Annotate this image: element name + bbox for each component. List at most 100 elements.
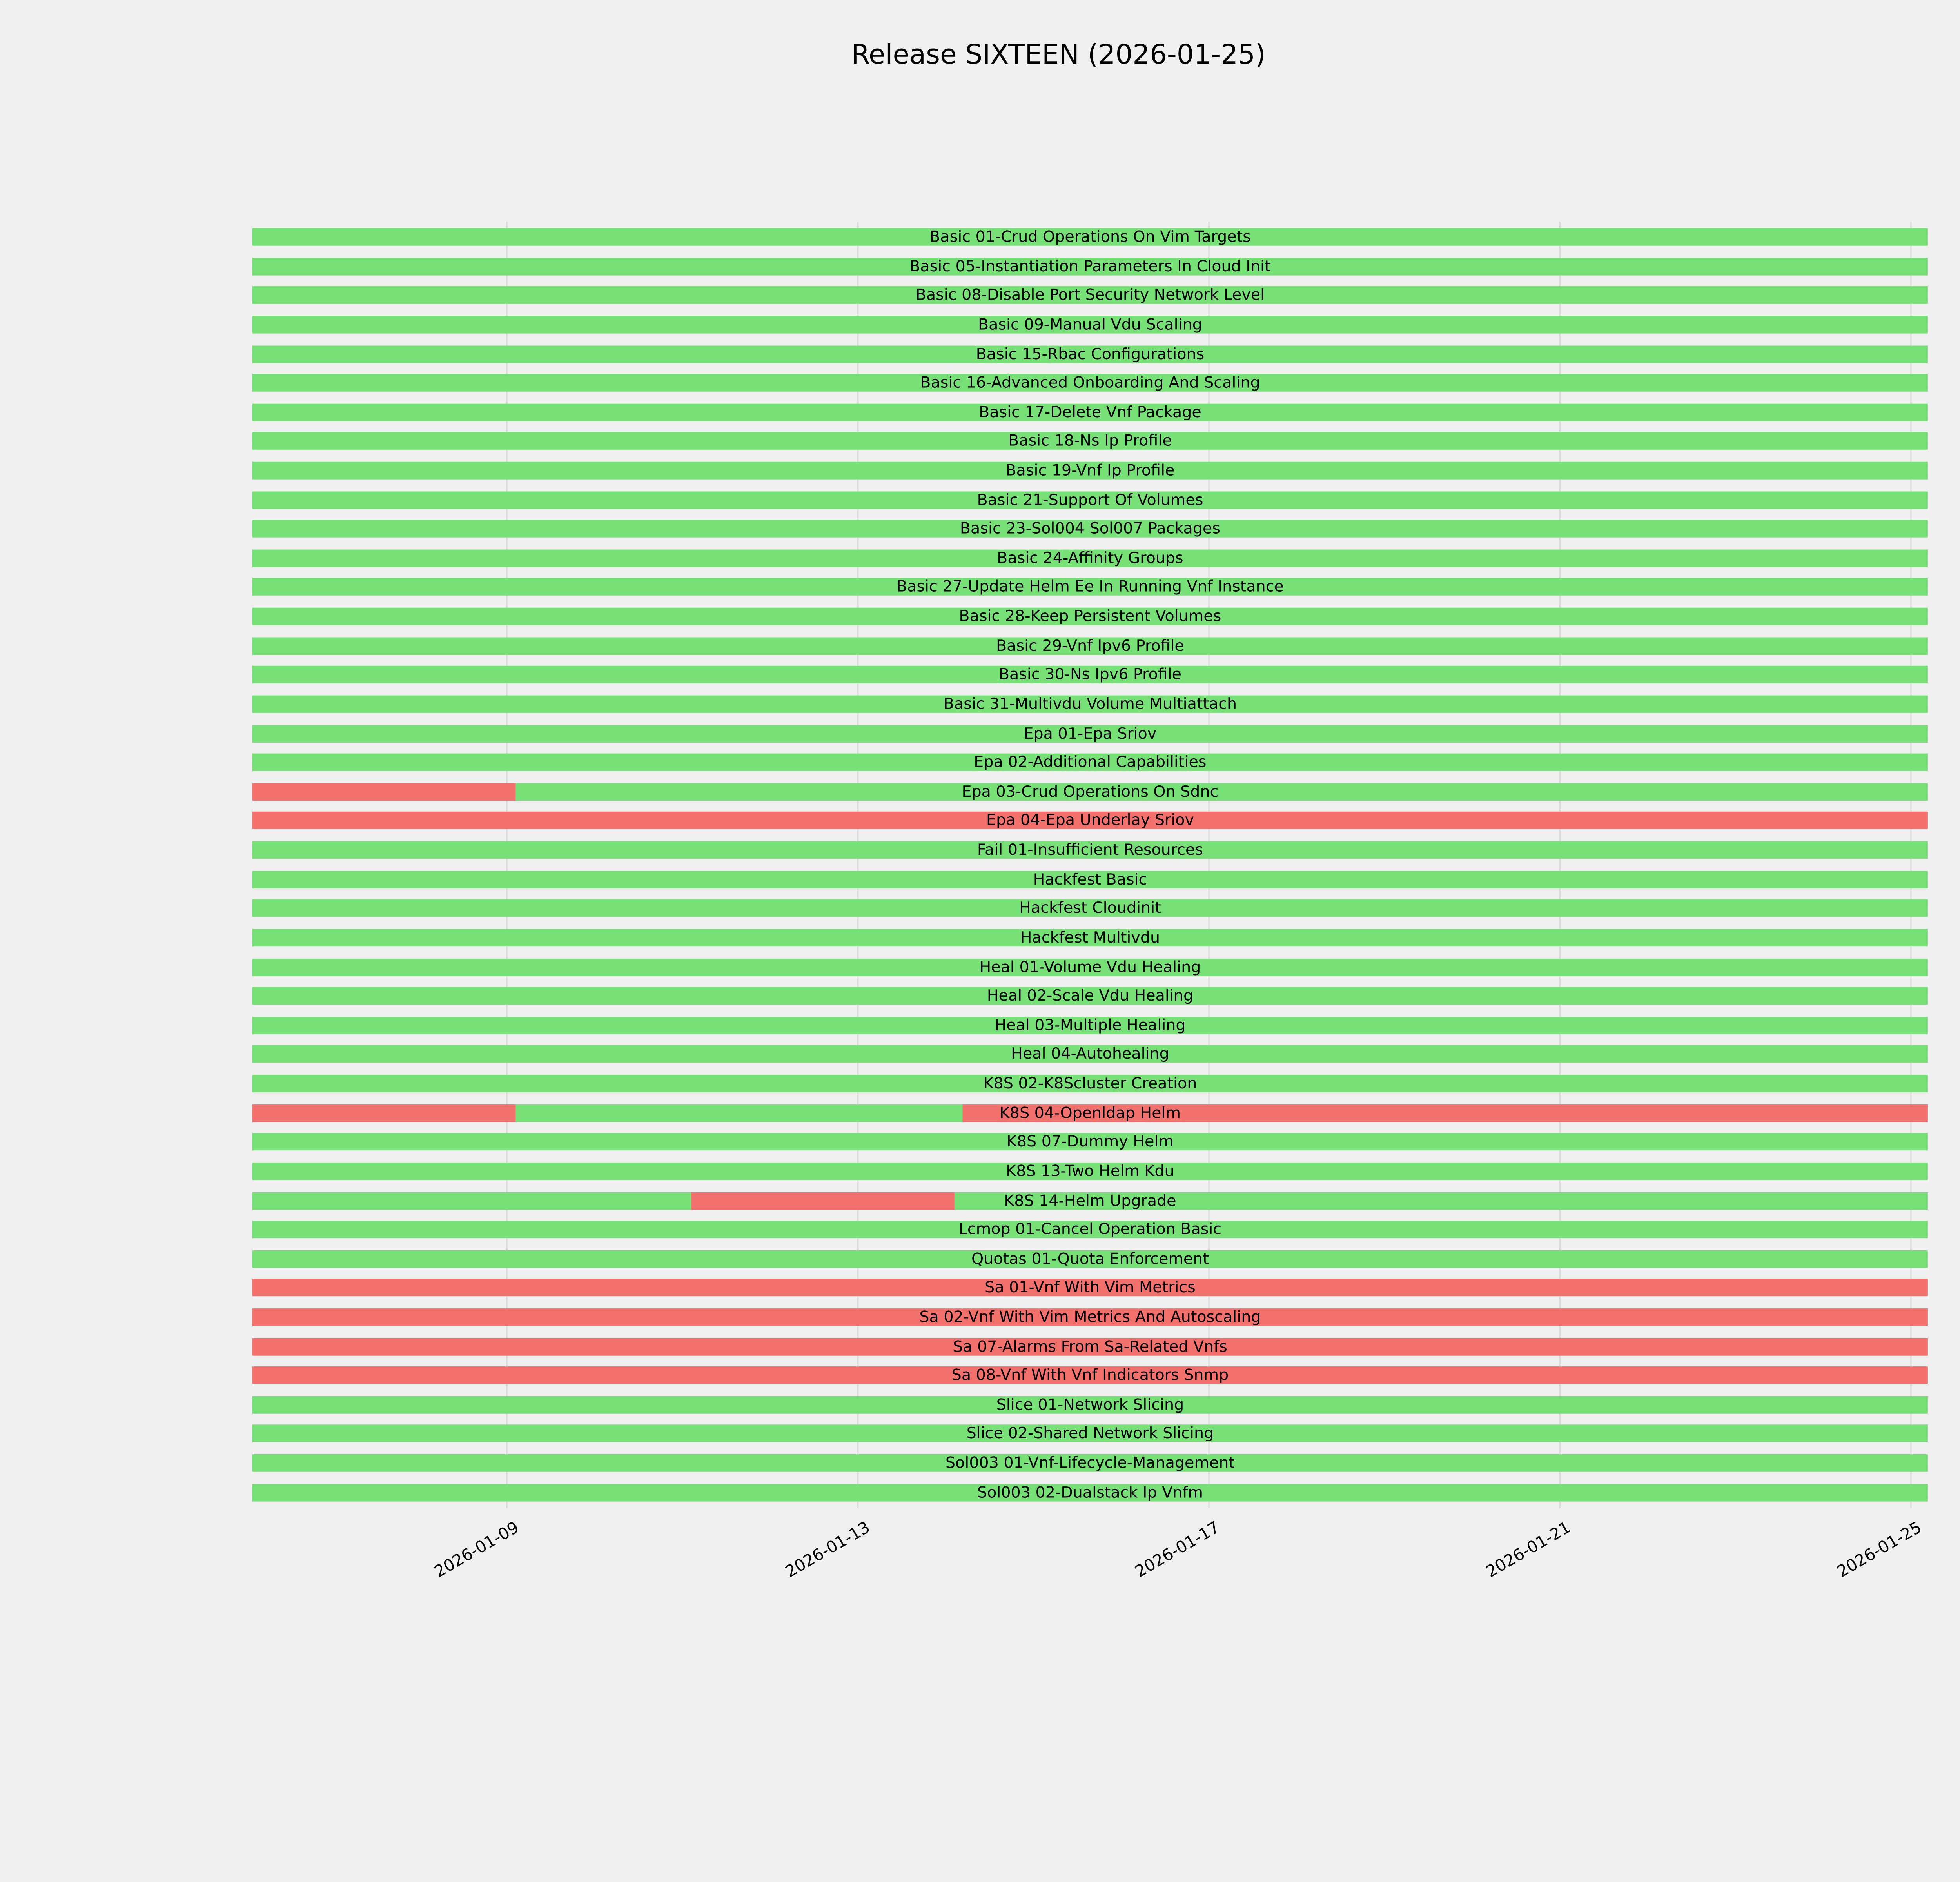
row-label: Sa 02-Vnf With Vim Metrics And Autoscali… (919, 1307, 1261, 1326)
row-label: Epa 02-Additional Capabilities (974, 752, 1207, 772)
gantt-bar-segment-pass (252, 520, 1928, 538)
gantt-bar-segment-pass (252, 1454, 1928, 1472)
gantt-bar-segment-fail (252, 812, 1928, 830)
gantt-bar-segment-fail (252, 1366, 1928, 1384)
gantt-bar-segment-pass (252, 987, 1928, 1005)
gantt-bar-segment-pass (252, 929, 1928, 946)
gantt-bar-segment-pass (252, 491, 1928, 509)
gantt-bar-segment-pass (252, 286, 1928, 304)
gantt-bar-segment-pass (252, 1162, 1928, 1180)
gantt-bar-segment-pass (252, 257, 1928, 275)
gantt-bar-segment-fail (691, 1192, 955, 1210)
gantt-bar-segment-pass (252, 316, 1928, 334)
row-label: Sa 08-Vnf With Vnf Indicators Snmp (951, 1365, 1229, 1384)
gantt-bar-segment-pass (252, 1425, 1928, 1443)
x-tick-label: 2026-01-25 (1834, 1517, 1926, 1581)
gantt-bar-segment-pass (252, 754, 1928, 772)
row-label: Basic 09-Manual Vdu Scaling (978, 314, 1202, 334)
row-label: Basic 31-Multivdu Volume Multiattach (943, 694, 1237, 713)
row-label: Basic 23-Sol004 Sol007 Packages (960, 519, 1220, 538)
x-gridline (506, 221, 508, 1508)
gantt-bar-segment-pass (252, 1133, 1928, 1151)
gantt-bar-segment-pass (252, 549, 1928, 567)
gantt-bar-segment-pass (252, 1192, 691, 1210)
gantt-bar-segment-pass (252, 637, 1928, 655)
row-label: Heal 01-Volume Vdu Healing (979, 957, 1201, 976)
gantt-bar-segment-pass (252, 345, 1928, 363)
gantt-bar-segment-pass (252, 461, 1928, 480)
gantt-bar-segment-pass (252, 1016, 1928, 1034)
gantt-bar-segment-pass (252, 403, 1928, 421)
row-label: K8S 07-Dummy Helm (1006, 1132, 1174, 1151)
row-label: Heal 02-Scale Vdu Healing (987, 986, 1194, 1005)
row-label: Basic 30-Ns Ipv6 Profile (998, 665, 1182, 684)
gantt-bar-segment-fail (252, 1104, 516, 1122)
row-label: Lcmop 01-Cancel Operation Basic (958, 1219, 1222, 1239)
row-label: Basic 28-Keep Persistent Volumes (959, 606, 1221, 625)
row-label: Basic 21-Support Of Volumes (977, 489, 1203, 509)
gantt-bar-segment-pass (252, 374, 1928, 392)
row-label: K8S 02-K8Scluster Creation (983, 1073, 1197, 1093)
gantt-bar-segment-pass (252, 870, 1928, 888)
row-label: Basic 01-Crud Operations On Vim Targets (929, 227, 1251, 246)
gantt-bar-segment-fail (252, 1337, 1928, 1355)
row-label: Basic 08-Disable Port Security Network L… (915, 285, 1265, 304)
row-label: Fail 01-Insufficient Resources (977, 840, 1203, 859)
row-label: Epa 01-Epa Sriov (1024, 723, 1157, 742)
row-label: Sa 07-Alarms From Sa-Related Vnfs (953, 1336, 1227, 1355)
gantt-bar-segment-pass (515, 783, 1928, 801)
gantt-bar-segment-pass (252, 1221, 1928, 1239)
gantt-bar-segment-fail (252, 1308, 1928, 1326)
row-label: Epa 03-Crud Operations On Sdnc (962, 781, 1219, 801)
row-label: Sa 01-Vnf With Vim Metrics (985, 1277, 1196, 1297)
row-label: Basic 05-Instantiation Parameters In Clo… (909, 256, 1271, 275)
row-label: K8S 13-Two Helm Kdu (1006, 1161, 1174, 1180)
gantt-bar-segment-pass (954, 1192, 1928, 1210)
row-label: Basic 17-Delete Vnf Package (979, 402, 1201, 421)
row-label: Hackfest Cloudinit (1019, 898, 1161, 917)
row-label: Slice 01-Network Slicing (996, 1394, 1184, 1414)
gantt-bar-segment-pass (252, 432, 1928, 450)
row-label: Basic 15-Rbac Configurations (976, 343, 1205, 363)
gantt-bar-segment-pass (252, 1396, 1928, 1414)
gantt-bar-segment-pass (515, 1104, 963, 1122)
chart-title: Release SIXTEEN (2026-01-25) (851, 38, 1266, 71)
gantt-bar-segment-pass (252, 608, 1928, 625)
row-label: Hackfest Multivdu (1020, 927, 1160, 946)
gantt-bar-segment-pass (252, 724, 1928, 742)
row-label: Epa 04-Epa Underlay Sriov (986, 810, 1194, 830)
x-tick-label: 2026-01-17 (1132, 1517, 1223, 1581)
gantt-bar-segment-pass (252, 695, 1928, 713)
row-label: K8S 04-Openldap Helm (999, 1103, 1181, 1122)
gantt-bar-segment-fail (252, 783, 516, 801)
row-label: Quotas 01-Quota Enforcement (971, 1248, 1209, 1268)
gantt-bar-segment-pass (252, 228, 1928, 246)
x-tick-label: 2026-01-13 (781, 1517, 873, 1581)
x-tick-label: 2026-01-21 (1483, 1517, 1574, 1581)
gantt-bar-segment-pass (252, 958, 1928, 976)
row-label: Basic 29-Vnf Ipv6 Profile (996, 636, 1184, 655)
row-label: Basic 16-Advanced Onboarding And Scaling (920, 372, 1260, 392)
gantt-bar-segment-pass (252, 1250, 1928, 1268)
row-label: Basic 18-Ns Ip Profile (1008, 431, 1172, 450)
row-label: Slice 02-Shared Network Slicing (966, 1424, 1214, 1443)
gantt-bar-segment-pass (252, 1045, 1928, 1063)
row-label: Basic 27-Update Helm Ee In Running Vnf I… (896, 577, 1284, 596)
gantt-bar-segment-fail (963, 1104, 1928, 1122)
gantt-bar-segment-pass (252, 899, 1928, 917)
x-gridline (857, 221, 859, 1508)
row-label: Heal 04-Autohealing (1011, 1044, 1169, 1063)
row-label: Basic 24-Affinity Groups (997, 548, 1183, 567)
row-label: K8S 14-Helm Upgrade (1004, 1190, 1176, 1210)
x-tick-label: 2026-01-09 (430, 1517, 522, 1581)
gantt-bar-segment-fail (252, 1279, 1928, 1297)
x-gridline (1208, 221, 1210, 1508)
x-gridline (1910, 221, 1912, 1508)
row-label: Basic 19-Vnf Ip Profile (1005, 460, 1175, 480)
row-label: Sol003 02-Dualstack Ip Vnfm (977, 1482, 1203, 1501)
gantt-bar-segment-pass (252, 578, 1928, 596)
gantt-bar-segment-pass (252, 666, 1928, 684)
x-gridline (1559, 221, 1561, 1508)
